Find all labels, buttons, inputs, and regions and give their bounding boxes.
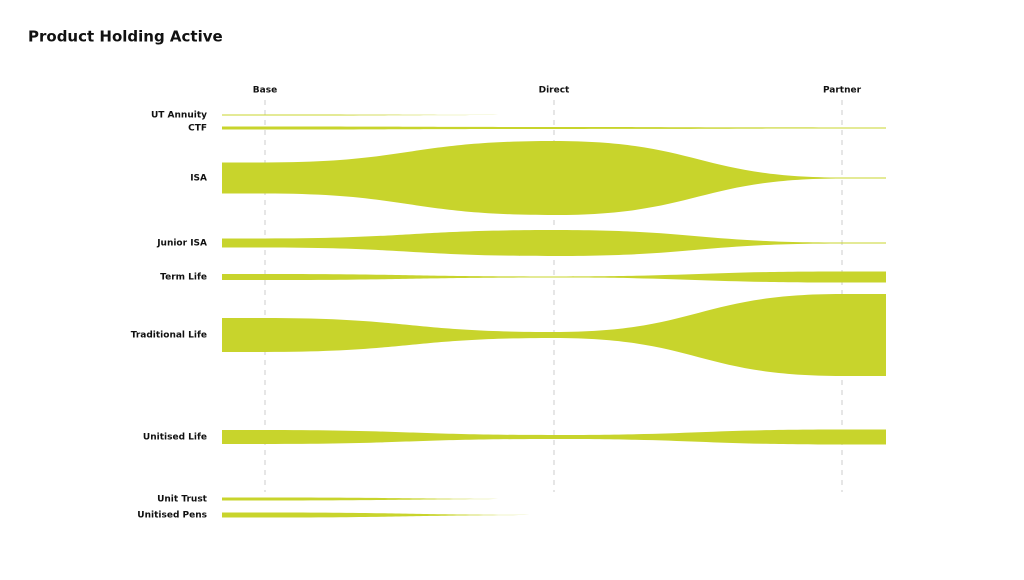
row-label: Unitised Pens [137, 511, 207, 521]
ribbon [222, 497, 886, 501]
row-label: Junior ISA [156, 239, 207, 249]
ribbon [222, 294, 886, 376]
chart-title: Product Holding Active [28, 28, 223, 46]
ribbon [222, 114, 886, 116]
row-label: Term Life [160, 273, 207, 283]
ribbon [222, 126, 886, 130]
row-label: Unitised Life [143, 433, 207, 443]
ribbon [222, 141, 886, 215]
ribbon [222, 429, 886, 445]
column-label: Direct [539, 86, 570, 96]
column-label: Partner [823, 86, 862, 96]
ribbon [222, 271, 886, 283]
ribbon [222, 230, 886, 256]
ribbon [222, 512, 886, 518]
row-label: CTF [188, 124, 207, 134]
row-label: Traditional Life [131, 331, 207, 341]
row-label: Unit Trust [157, 495, 208, 505]
row-label: UT Annuity [151, 111, 207, 121]
row-label: ISA [190, 174, 207, 184]
column-label: Base [253, 86, 277, 96]
